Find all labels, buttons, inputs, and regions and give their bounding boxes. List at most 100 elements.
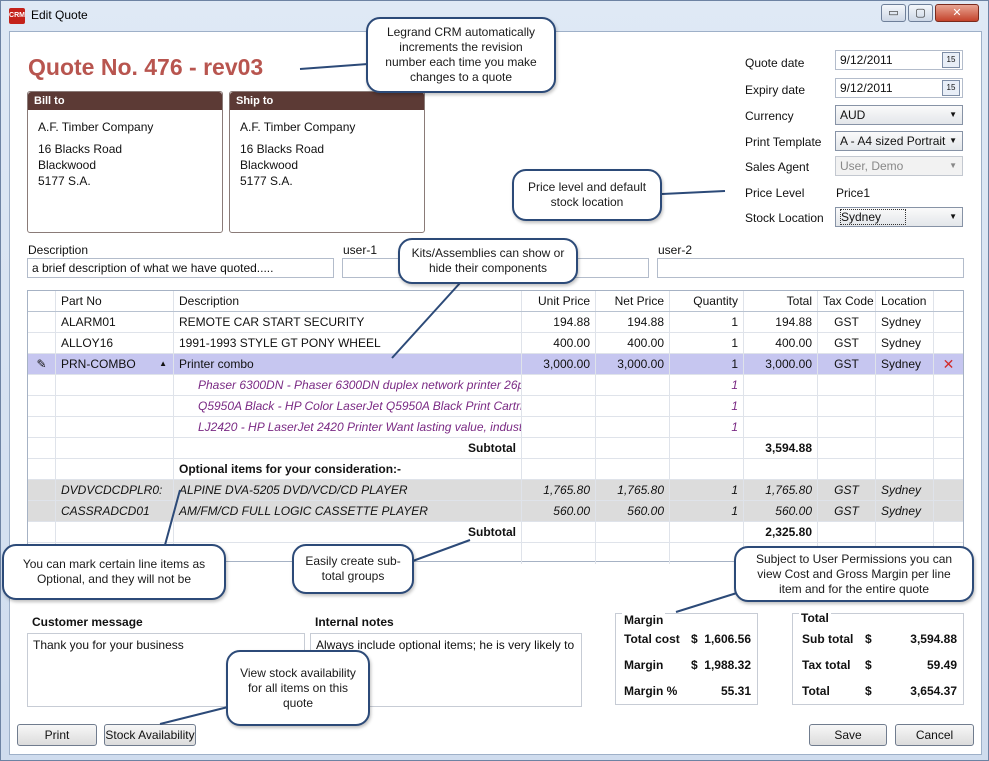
- component-row[interactable]: LJ2420 - HP LaserJet 2420 Printer Want l…: [28, 417, 963, 438]
- optional-heading: Optional items for your consideration:-: [174, 459, 522, 479]
- internal-notes-label: Internal notes: [315, 615, 394, 629]
- subtotal-value: 2,325.80: [744, 522, 818, 542]
- bill-to-header: Bill to: [28, 92, 222, 110]
- currency-select[interactable]: AUD ▼: [835, 105, 963, 125]
- ship-to-postcode: 5177 S.A.: [240, 174, 293, 188]
- table-row-selected[interactable]: ✎ PRN-COMBO ▲ Printer combo 3,000.00 3,00…: [28, 354, 963, 375]
- margin-pct-label: Margin %: [624, 684, 678, 698]
- subtotal-label: Subtotal: [174, 438, 522, 458]
- expiry-date-label: Expiry date: [745, 83, 806, 97]
- col-location[interactable]: Location: [876, 291, 934, 311]
- subtotal-row[interactable]: Subtotal 3,594.88: [28, 438, 963, 459]
- totals-panel-label: Total: [799, 611, 831, 625]
- chevron-down-icon: ▼: [949, 161, 957, 170]
- ship-to-city: Blackwood: [240, 158, 299, 172]
- margin-pct-value: 55.31: [720, 684, 751, 698]
- optional-row[interactable]: CASSRADCD01 AM/FM/CD FULL LOGIC CASSETTE…: [28, 501, 963, 522]
- subtotal-row[interactable]: Subtotal 2,325.80: [28, 522, 963, 543]
- callout-stock: View stock availability for all items on…: [226, 650, 370, 726]
- delete-row-icon[interactable]: ✕: [942, 356, 955, 372]
- sales-agent-label: Sales Agent: [745, 160, 810, 174]
- margin-value: 1,988.32: [704, 658, 751, 672]
- stock-location-select[interactable]: Sydney ▼: [835, 207, 963, 227]
- collapse-components-icon[interactable]: ▲: [159, 359, 167, 368]
- description-label: Description: [28, 243, 89, 257]
- table-row[interactable]: ALLOY16 1991-1993 STYLE GT PONY WHEEL 40…: [28, 333, 963, 354]
- customer-message-label: Customer message: [32, 615, 143, 629]
- price-level-value: Price1: [836, 186, 871, 200]
- col-total[interactable]: Total: [744, 291, 818, 311]
- edit-row-icon[interactable]: ✎: [28, 354, 56, 374]
- print-button[interactable]: Print: [17, 724, 97, 746]
- minimize-button[interactable]: ▭: [881, 4, 906, 22]
- calendar-icon[interactable]: 15: [942, 52, 960, 68]
- callout-price-level: Price level and default stock location: [512, 169, 662, 221]
- callout-kits: Kits/Assemblies can show or hide their c…: [398, 238, 578, 284]
- table-row[interactable]: ALARM01 REMOTE CAR START SECURITY 194.88…: [28, 312, 963, 333]
- component-row[interactable]: Q5950A Black - HP Color LaserJet Q5950A …: [28, 396, 963, 417]
- col-part-no[interactable]: Part No: [56, 291, 174, 311]
- quote-date-field[interactable]: 9/12/2011 15: [835, 50, 963, 70]
- stock-availability-button[interactable]: Stock Availability: [104, 724, 196, 746]
- minimize-icon: ▭: [888, 7, 899, 19]
- subtotal-value: 3,594.88: [744, 438, 818, 458]
- user2-input[interactable]: [657, 258, 964, 278]
- maximize-icon: ▢: [915, 7, 926, 19]
- user1-label: user-1: [343, 243, 378, 257]
- margin-panel-label: Margin: [622, 613, 666, 627]
- optional-row[interactable]: DVDVCDCDPLR0: ALPINE DVA-5205 DVD/VCD/CD…: [28, 480, 963, 501]
- close-button[interactable]: ✕: [935, 4, 979, 22]
- col-tax-code[interactable]: Tax Code: [818, 291, 876, 311]
- ship-to-company: A.F. Timber Company: [240, 120, 356, 134]
- callout-revision: Legrand CRM automatically increments the…: [366, 17, 556, 93]
- quote-title: Quote No. 476 - rev03: [28, 54, 264, 80]
- bill-to-postcode: 5177 S.A.: [38, 174, 91, 188]
- tax-total-label: Tax total: [802, 658, 851, 672]
- ship-to-header: Ship to: [230, 92, 424, 110]
- cancel-button[interactable]: Cancel: [895, 724, 974, 746]
- sub-total-value: 3,594.88: [910, 632, 957, 646]
- bill-to-street: 16 Blacks Road: [38, 142, 123, 156]
- optional-heading-row[interactable]: Optional items for your consideration:-: [28, 459, 963, 480]
- subtotal-label: Subtotal: [174, 522, 522, 542]
- ship-to-box[interactable]: Ship to A.F. Timber Company 16 Blacks Ro…: [229, 91, 425, 233]
- margin-panel: Margin Total cost $ 1,606.56 Margin $ 1,…: [615, 613, 758, 705]
- sales-agent-select[interactable]: User, Demo ▼: [835, 156, 963, 176]
- quote-date-label: Quote date: [745, 56, 805, 70]
- col-description[interactable]: Description: [174, 291, 522, 311]
- bill-to-company: A.F. Timber Company: [38, 120, 154, 134]
- sub-total-label: Sub total: [802, 632, 854, 646]
- expiry-date-field[interactable]: 9/12/2011 15: [835, 78, 963, 98]
- total-cost-label: Total cost: [624, 632, 680, 646]
- callout-optional: You can mark certain line items as Optio…: [2, 544, 226, 600]
- col-unit-price[interactable]: Unit Price: [522, 291, 596, 311]
- print-template-select[interactable]: A - A4 sized Portrait ▼: [835, 131, 963, 151]
- bill-to-city: Blackwood: [38, 158, 97, 172]
- title-bar: CRM Edit Quote ▭ ▢ ✕: [1, 1, 988, 31]
- currency-label: Currency: [745, 109, 794, 123]
- customer-message-input[interactable]: Thank you for your business: [27, 633, 305, 707]
- save-button[interactable]: Save: [809, 724, 887, 746]
- callout-subtotal: Easily create sub-total groups: [292, 544, 414, 594]
- close-icon: ✕: [952, 7, 962, 19]
- calendar-icon[interactable]: 15: [942, 80, 960, 96]
- print-template-label: Print Template: [745, 135, 822, 149]
- maximize-button[interactable]: ▢: [908, 4, 933, 22]
- col-net-price[interactable]: Net Price: [596, 291, 670, 311]
- bill-to-box[interactable]: Bill to A.F. Timber Company 16 Blacks Ro…: [27, 91, 223, 233]
- col-quantity[interactable]: Quantity: [670, 291, 744, 311]
- description-input[interactable]: a brief description of what we have quot…: [27, 258, 334, 278]
- chevron-down-icon: ▼: [949, 136, 957, 145]
- tax-total-value: 59.49: [926, 658, 957, 672]
- chevron-down-icon: ▼: [949, 212, 957, 221]
- quote-editor: Quote No. 476 - rev03 Bill to A.F. Timbe…: [9, 31, 982, 755]
- chevron-down-icon: ▼: [949, 110, 957, 119]
- ship-to-street: 16 Blacks Road: [240, 142, 325, 156]
- price-level-label: Price Level: [745, 186, 805, 200]
- window-title: Edit Quote: [31, 8, 88, 22]
- user2-label: user-2: [658, 243, 693, 257]
- component-row[interactable]: Phaser 6300DN - Phaser 6300DN duplex net…: [28, 375, 963, 396]
- margin-label: Margin: [624, 658, 664, 672]
- line-items-grid: Part No Description Unit Price Net Price…: [27, 290, 964, 564]
